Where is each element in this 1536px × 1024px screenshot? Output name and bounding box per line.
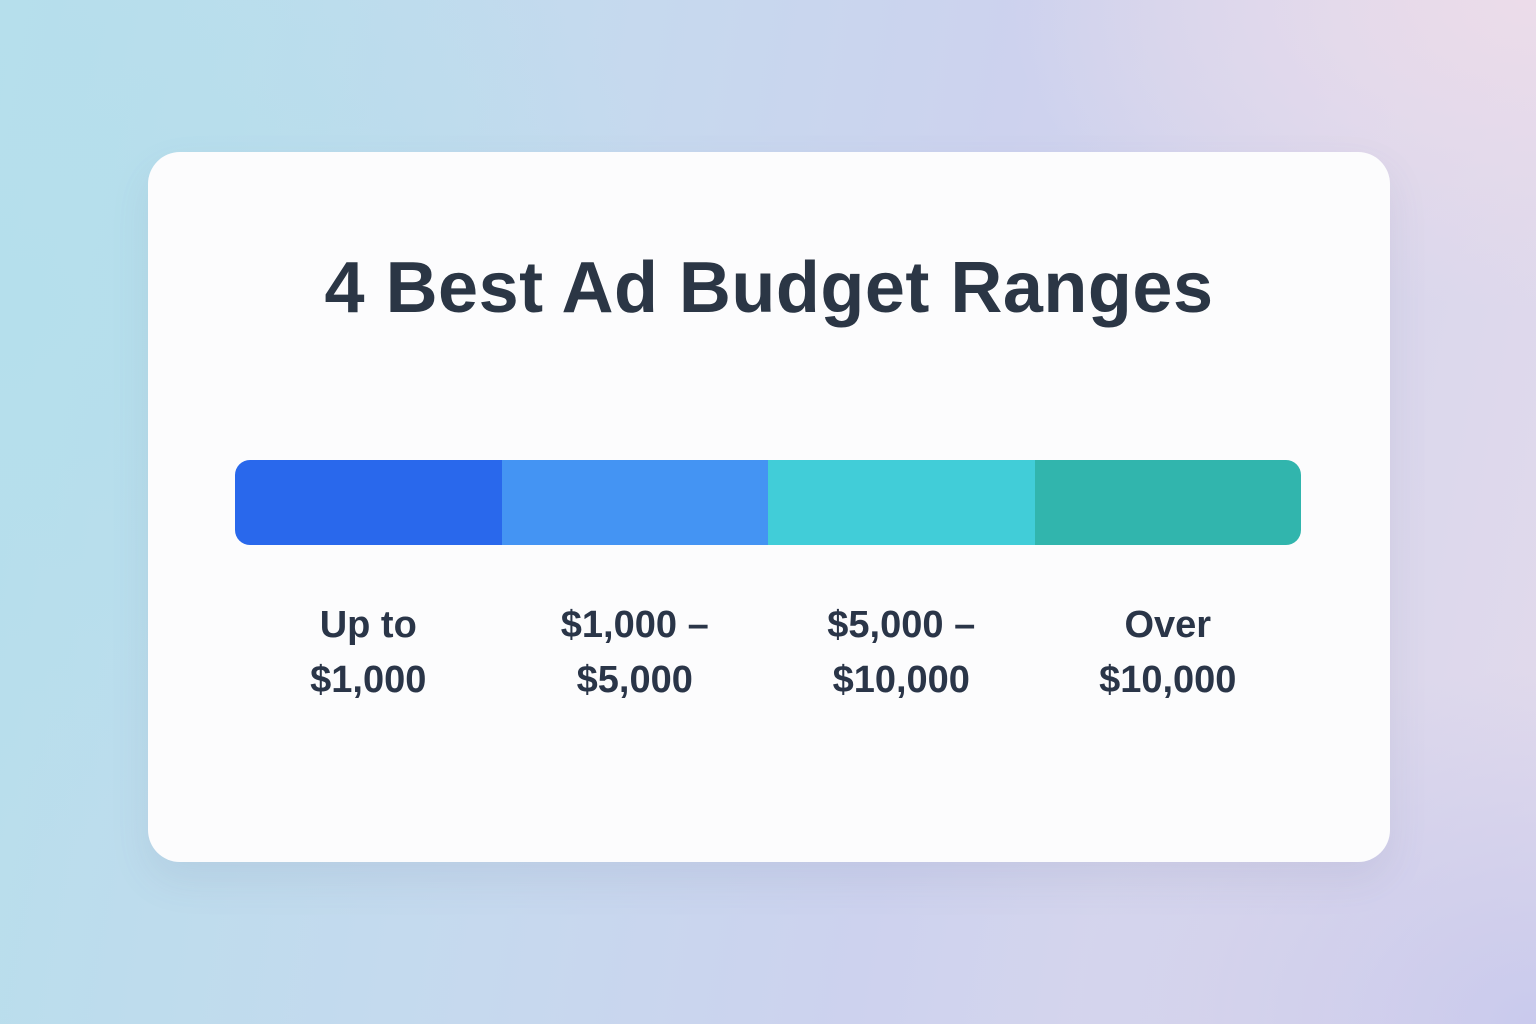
segment-label-line: $1,000 –: [560, 604, 709, 646]
segment-label-up-to-1000: Up to $1,000: [235, 598, 502, 708]
bar-segment-5000-10000: [768, 460, 1035, 545]
segment-label-line: $5,000 –: [827, 604, 976, 646]
segment-label-line: Over: [1124, 604, 1212, 646]
page-title: 4 Best Ad Budget Ranges: [324, 248, 1214, 328]
segment-label-1000-5000: $1,000 – $5,000: [502, 598, 769, 708]
infographic-card: 4 Best Ad Budget Ranges Up to $1,000 $1,…: [148, 152, 1390, 862]
segment-label-line: $10,000: [832, 659, 970, 701]
segment-label-row: Up to $1,000 $1,000 – $5,000 $5,000 – $1…: [235, 598, 1301, 708]
segment-label-line: $10,000: [1099, 659, 1237, 701]
segment-label-over-10000: Over $10,000: [1035, 598, 1302, 708]
bar-segment-1000-5000: [501, 460, 768, 545]
segment-label-5000-10000: $5,000 – $10,000: [768, 598, 1035, 708]
segment-label-line: $5,000: [576, 659, 693, 701]
budget-range-bar: [235, 460, 1301, 545]
segment-label-line: Up to: [319, 604, 417, 646]
bar-segment-over-10000: [1034, 460, 1301, 545]
bar-segment-up-to-1000: [235, 460, 502, 545]
segment-label-line: $1,000: [310, 659, 427, 701]
